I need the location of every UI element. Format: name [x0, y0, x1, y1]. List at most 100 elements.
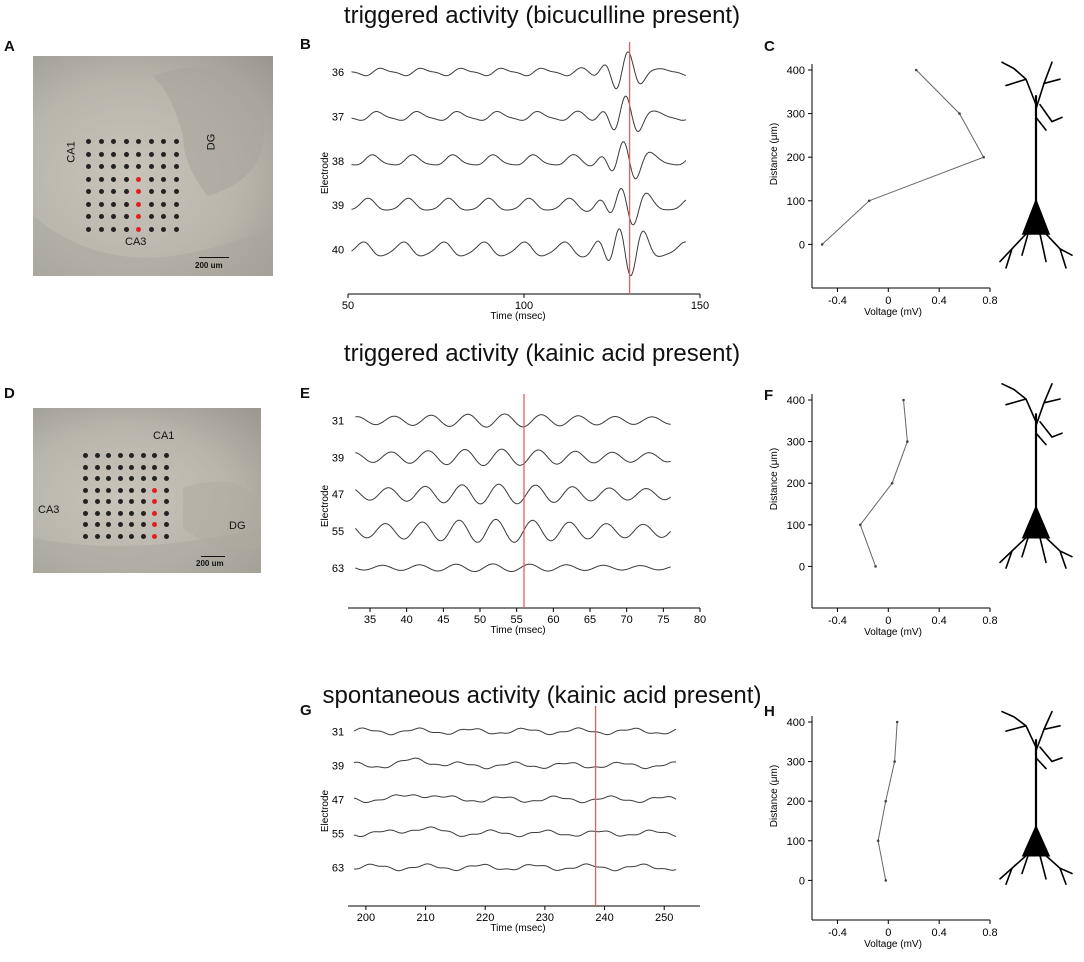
x-tick-label: 35	[364, 614, 376, 626]
profile-panel-c: 0 100 200 300 400 -0.4 0 0.4 0.8 Voltage (mV) Dist…	[769, 64, 998, 318]
electrode-dot	[163, 487, 169, 493]
x-axis-label: Voltage (mV)	[864, 627, 922, 638]
profile-point	[884, 799, 888, 803]
slice-photo-a: CA1 DG CA3 200 um	[33, 56, 273, 276]
y-axis-label: Electrode	[320, 484, 331, 527]
electrode-dot	[117, 487, 123, 493]
y-tick-label: 0	[799, 875, 805, 887]
profile-point	[890, 481, 894, 485]
x-tick-label: 220	[476, 912, 494, 924]
y-tick-label: 0	[799, 561, 805, 573]
electrode-dot	[140, 453, 146, 458]
y-tick-label: 200	[787, 478, 805, 490]
electrode-highlight	[152, 533, 157, 539]
electrode-dot	[161, 214, 166, 219]
electrode-dot	[148, 201, 154, 207]
electrode-dot	[173, 176, 179, 182]
electrode-label: 39	[332, 452, 344, 464]
y-tick-label: 200	[787, 796, 805, 808]
electrode-dot	[161, 176, 166, 182]
electrode-dot	[98, 226, 104, 232]
profile-point	[874, 565, 877, 568]
electrode-dot	[111, 151, 116, 157]
electrode-dot	[98, 151, 104, 157]
electrode-dot	[106, 522, 111, 527]
scale-bar-label-d: 200 um	[196, 559, 224, 568]
electrode-trace	[351, 141, 687, 180]
electrode-dot	[83, 533, 88, 539]
neuron-soma	[1021, 824, 1051, 857]
x-tick-label: 250	[655, 912, 673, 924]
electrode-highlight	[152, 522, 157, 527]
electrode-dot	[111, 226, 116, 232]
x-tick-label: 40	[401, 614, 413, 626]
electrode-dot	[111, 201, 116, 207]
electrode-dot	[129, 464, 134, 470]
x-tick-label: 200	[357, 912, 375, 924]
electrode-label: 31	[332, 726, 344, 738]
electrode-dot	[83, 510, 88, 516]
x-tick-label: 100	[515, 300, 533, 312]
neuron-tuft-left	[1001, 383, 1037, 423]
electrode-dot	[140, 510, 146, 516]
neuron-tuft-left	[1001, 61, 1037, 106]
x-tick-label: -0.4	[828, 295, 847, 307]
electrode-dot	[163, 476, 169, 481]
electrode-dot	[173, 201, 179, 207]
electrode-dot	[152, 453, 157, 458]
neuron-icon	[999, 383, 1073, 569]
electrode-dot	[86, 176, 91, 182]
electrode-dot	[83, 522, 88, 527]
x-tick-label: 0.8	[982, 927, 997, 939]
x-axis-label: Time (msec)	[490, 311, 545, 322]
electrode-dot	[94, 453, 100, 458]
panel-letter-d: D	[4, 385, 15, 402]
electrode-dot	[117, 510, 123, 516]
electrode-trace	[353, 794, 677, 804]
electrode-dot	[148, 164, 154, 169]
trace-panel-e: 35 40 45 50 55 60 65 70 75 80 Time (msec) Electrode…	[320, 394, 706, 636]
neuron-tuft-left	[1001, 710, 1037, 748]
electrode-dot	[129, 476, 134, 481]
profile-point	[958, 112, 961, 115]
electrode-trace	[355, 483, 671, 505]
profile-point	[893, 760, 896, 763]
electrode-dot	[173, 139, 179, 144]
x-tick-label: 50	[474, 614, 486, 626]
electrode-dot	[136, 139, 141, 144]
electrode-dot	[140, 522, 146, 527]
electrode-dot	[148, 139, 154, 144]
electrode-dot	[106, 533, 111, 539]
scale-bar-d	[201, 556, 225, 557]
x-axis-label: Voltage (mV)	[864, 307, 922, 318]
x-tick-label: 0	[885, 295, 891, 307]
electrode-dot	[161, 189, 166, 194]
electrode-dot	[140, 499, 146, 504]
scale-bar-label-a: 200 um	[195, 261, 223, 270]
profile-point	[820, 243, 824, 246]
electrode-dot	[173, 164, 179, 169]
electrode-dot	[161, 139, 166, 144]
neuron-soma	[1021, 504, 1051, 539]
panel-letter-f: F	[764, 387, 774, 404]
profile-panel-h: 0 100 200 300 400 -0.4 0 0.4 0.8 Voltage (mV) Dist…	[769, 716, 998, 950]
electrode-dot	[98, 201, 104, 207]
electrode-dot	[148, 176, 154, 182]
electrode-dot	[106, 476, 111, 481]
electrode-dot	[152, 464, 157, 470]
electrode-dot	[163, 464, 169, 470]
electrode-label: 31	[332, 416, 344, 428]
trace-panel-b: 50 100 150 Time (msec) Electrode 36 37 38 39 40	[320, 42, 709, 322]
electrode-trace	[351, 228, 686, 277]
electrode-trace	[353, 826, 677, 838]
electrode-dot	[136, 151, 141, 157]
electrode-dot	[98, 139, 104, 144]
electrode-dot	[152, 476, 157, 481]
section-title-kainic-spontaneous: spontaneous activity (kainic acid presen…	[322, 682, 762, 709]
electrode-dot	[86, 214, 91, 219]
electrode-dot	[94, 487, 100, 493]
electrode-dot	[83, 476, 88, 481]
electrode-trace	[354, 518, 672, 543]
electrode-dot	[129, 522, 134, 527]
y-axis-label: Distance (μm)	[769, 765, 780, 827]
